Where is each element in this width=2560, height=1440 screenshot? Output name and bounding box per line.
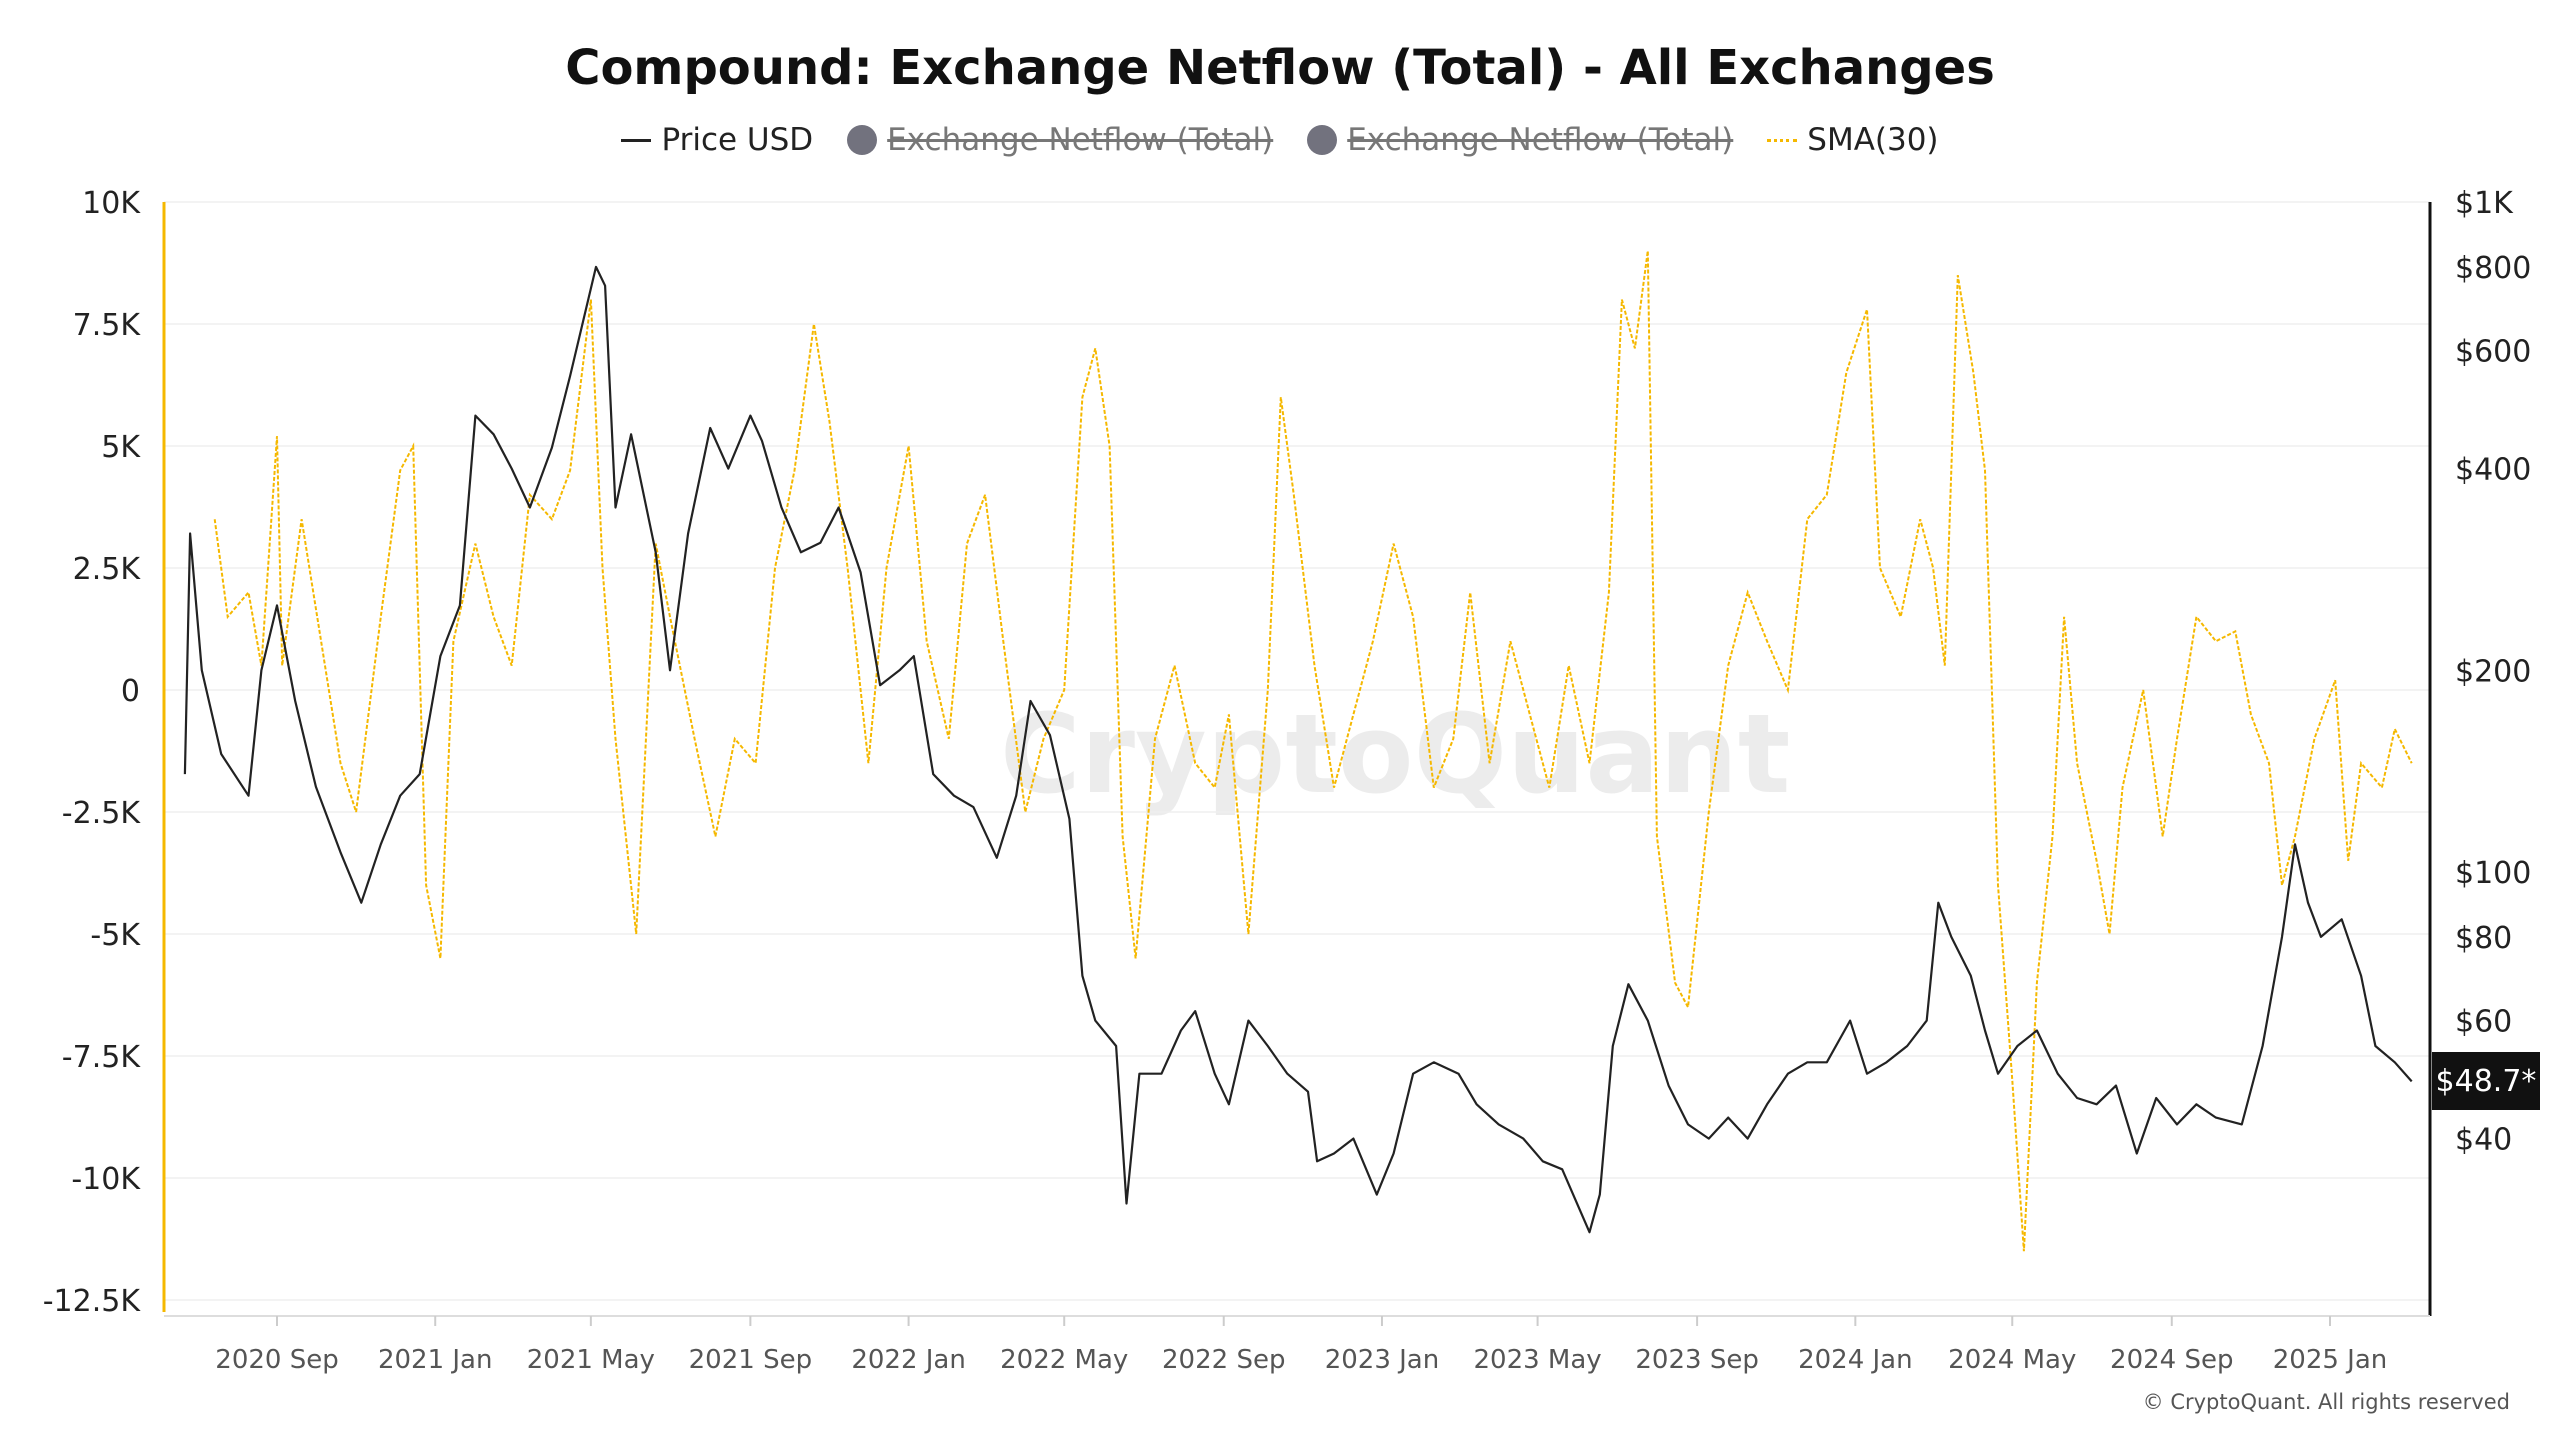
chart-title: Compound: Exchange Netflow (Total) - All… (565, 40, 1995, 96)
x-tick-label: 2022 Jan (851, 1345, 966, 1375)
x-tick-label: 2024 Sep (2110, 1345, 2233, 1375)
last-price-badge: $48.7* (2432, 1052, 2540, 1110)
right-tick-label: $80 (2455, 921, 2512, 956)
x-tick-label: 2022 Sep (1162, 1345, 1285, 1375)
left-tick-label: 2.5K (73, 552, 142, 587)
right-tick-label: $800 (2455, 251, 2531, 286)
left-tick-label: 5K (101, 430, 141, 465)
right-tick-label: $60 (2455, 1005, 2512, 1040)
x-tick-label: 2023 May (1473, 1345, 1601, 1375)
legend-label: Exchange Netflow (Total) (887, 122, 1274, 158)
x-tick-label: 2021 Sep (689, 1345, 812, 1375)
circle-swatch-icon (1307, 125, 1338, 155)
x-tick-label: 2020 Sep (215, 1345, 338, 1375)
legend-label: Exchange Netflow (Total) (1347, 122, 1734, 158)
left-tick-label: -10K (71, 1162, 141, 1197)
right-tick-label: $400 (2455, 453, 2531, 488)
legend-item-sma[interactable]: SMA(30) (1767, 122, 1939, 158)
circle-swatch-icon (847, 125, 878, 155)
right-tick-label: $40 (2455, 1123, 2512, 1158)
x-tick-label: 2025 Jan (2273, 1345, 2388, 1375)
left-tick-label: -7.5K (62, 1040, 142, 1075)
x-tick-label: 2023 Sep (1635, 1345, 1758, 1375)
legend: Price USD Exchange Netflow (Total) Excha… (0, 122, 2560, 158)
line-swatch-icon (621, 138, 652, 142)
left-tick-label: -12.5K (43, 1284, 142, 1319)
x-tick-label: 2022 May (1000, 1345, 1128, 1375)
sma-30-line (213, 250, 2413, 1252)
dotted-line-swatch-icon (1767, 138, 1798, 142)
legend-label: SMA(30) (1807, 122, 1939, 158)
x-tick-label: 2024 May (1948, 1345, 2076, 1375)
x-tick-label: 2023 Jan (1325, 1345, 1440, 1375)
right-tick-label: $1K (2455, 186, 2514, 221)
x-tick-label: 2021 May (527, 1345, 655, 1375)
left-tick-label: 7.5K (73, 308, 142, 343)
right-tick-label: $200 (2455, 654, 2531, 689)
right-tick-label: $600 (2455, 335, 2531, 370)
left-tick-label: -5K (90, 918, 141, 953)
left-tick-label: 0 (121, 674, 140, 709)
left-tick-label: 10K (82, 186, 141, 221)
legend-item-price[interactable]: Price USD (621, 122, 813, 158)
copyright: © CryptoQuant. All rights reserved (2142, 1390, 2510, 1414)
legend-label: Price USD (661, 122, 814, 158)
legend-item-netflow-2[interactable]: Exchange Netflow (Total) (1307, 122, 1733, 158)
x-tick-label: 2021 Jan (378, 1345, 493, 1375)
right-tick-label: $100 (2455, 856, 2531, 891)
legend-item-netflow-1[interactable]: Exchange Netflow (Total) (847, 122, 1273, 158)
left-tick-label: -2.5K (62, 796, 142, 831)
x-tick-label: 2024 Jan (1798, 1345, 1913, 1375)
price-usd-line (183, 265, 2413, 1234)
